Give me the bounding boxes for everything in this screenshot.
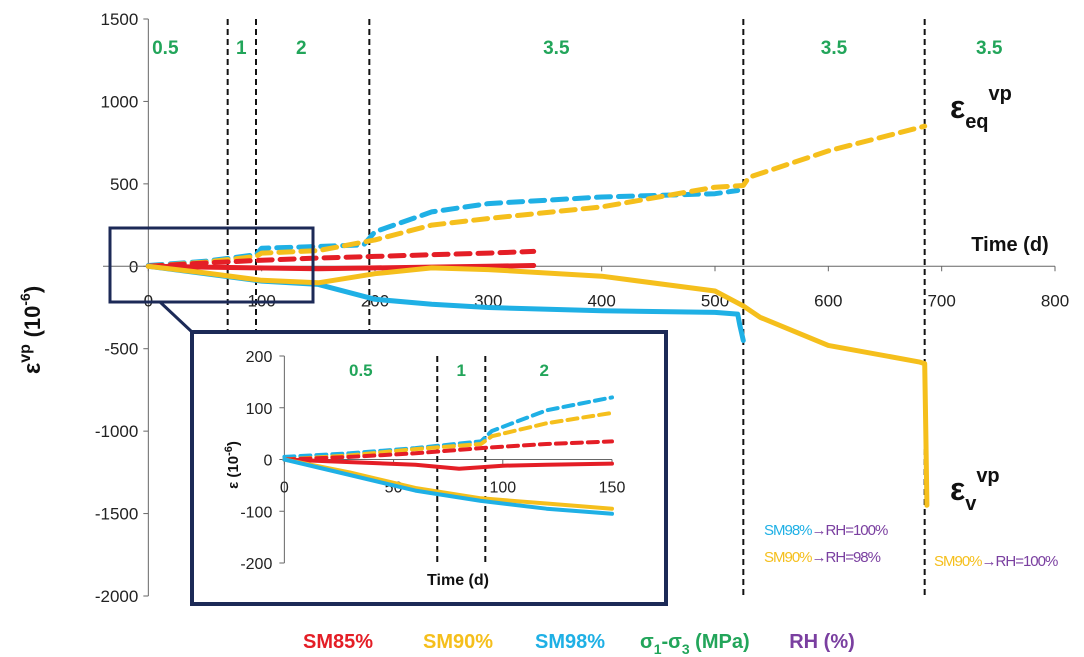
- main-stress-label: 1: [236, 38, 247, 59]
- main-y-tick-label: -1500: [95, 505, 138, 524]
- main-x-tick-label: 400: [587, 291, 615, 310]
- legend-item-sm98: SM98%: [535, 631, 605, 653]
- legend-item-sm90: SM90%: [423, 631, 493, 653]
- inset-series-sm98-volumetric: [282, 457, 614, 516]
- zoom-connector: [158, 300, 194, 334]
- main-y-tick-label: 500: [110, 175, 138, 194]
- rh-annotation-sm98-100: SM98%→RH=100%: [764, 522, 888, 539]
- legend-item-rh: RH (%): [789, 631, 855, 653]
- inset-series-sm90-volumetric: [282, 457, 614, 511]
- inset-x-tick-label: 100: [489, 480, 516, 497]
- main-x-tick-label: 600: [814, 291, 842, 310]
- inset-y-tick-label: -200: [240, 556, 272, 573]
- main-series-sm90-volumetric: [145, 263, 930, 508]
- main-y-tick-label: -500: [104, 340, 138, 359]
- legend: SM85% SM90% SM98% σ1-σ3 (MPa) RH (%): [303, 631, 855, 657]
- main-stress-label: 2: [296, 38, 307, 59]
- inset-x-tick-label: 150: [599, 480, 626, 497]
- legend-item-sm85: SM85%: [303, 631, 373, 653]
- main-series-group: [145, 123, 930, 508]
- inset-stress-label: 1: [457, 361, 466, 380]
- inset-y-tick-label: -100: [240, 504, 272, 521]
- inset-frame: [190, 330, 668, 606]
- inset-y-tick-label: 0: [263, 453, 272, 470]
- main-x-axis-label: Time (d): [971, 234, 1048, 256]
- main-y-tick-label: -2000: [95, 587, 138, 606]
- inset-stress-label: 2: [540, 361, 549, 380]
- main-stress-labels: 0.5 1 2 3.5 3.5 3.5: [152, 38, 1003, 59]
- svg-text:ε (10-6): ε (10-6): [223, 441, 242, 489]
- inset-x-axis-label: Time (d): [427, 572, 489, 589]
- main-y-tick-label: 1000: [101, 92, 139, 111]
- svg-text:εvp (10-6): εvp (10-6): [17, 286, 46, 374]
- main-stress-label: 0.5: [152, 38, 179, 59]
- inset-y-tick-label: 100: [246, 401, 273, 418]
- zoom-box: [108, 226, 315, 304]
- inset-x-tick-label: 0: [280, 480, 289, 497]
- inset-y-axis-label: ε (10-6): [223, 441, 242, 489]
- main-series-sm90-deviatoric: [145, 123, 928, 269]
- main-y-tick-label: -1000: [95, 422, 138, 441]
- rh-annotation-sm90-98: SM90%→RH=98%: [764, 549, 881, 566]
- main-series-sm85-deviatoric: [145, 248, 537, 269]
- inset-series-group: [282, 395, 614, 516]
- v-curve-label: εvvp: [950, 465, 1000, 515]
- eq-curve-label: εeqvp: [950, 83, 1012, 133]
- main-x-tick-label: 700: [927, 291, 955, 310]
- main-y-axis-label: εvp (10-6): [17, 286, 46, 374]
- legend-item-stress: σ1-σ3 (MPa): [640, 631, 750, 657]
- inset-series-sm98-deviatoric: [282, 395, 614, 459]
- inset-stress-boundaries: [436, 356, 487, 565]
- main-y-tick-label: 1500: [101, 10, 139, 29]
- rh-annotation-sm90-100: SM90%→RH=100%: [934, 553, 1058, 570]
- main-stress-label: 3.5: [976, 38, 1003, 59]
- inset-stress-labels: 0.5 1 2: [349, 361, 549, 380]
- main-x-tick-label: 800: [1041, 291, 1069, 310]
- inset-series-sm85-deviatoric: [282, 439, 614, 462]
- inset-series-sm85-volumetric: [282, 457, 614, 471]
- main-series-sm85-volumetric: [145, 263, 537, 272]
- inset-y-axis: 200 100 0 -100 -200: [240, 349, 285, 573]
- main-stress-label: 3.5: [543, 38, 570, 59]
- inset-y-tick-label: 200: [246, 349, 273, 366]
- main-stress-label: 3.5: [821, 38, 848, 59]
- inset-stress-label: 0.5: [349, 361, 373, 380]
